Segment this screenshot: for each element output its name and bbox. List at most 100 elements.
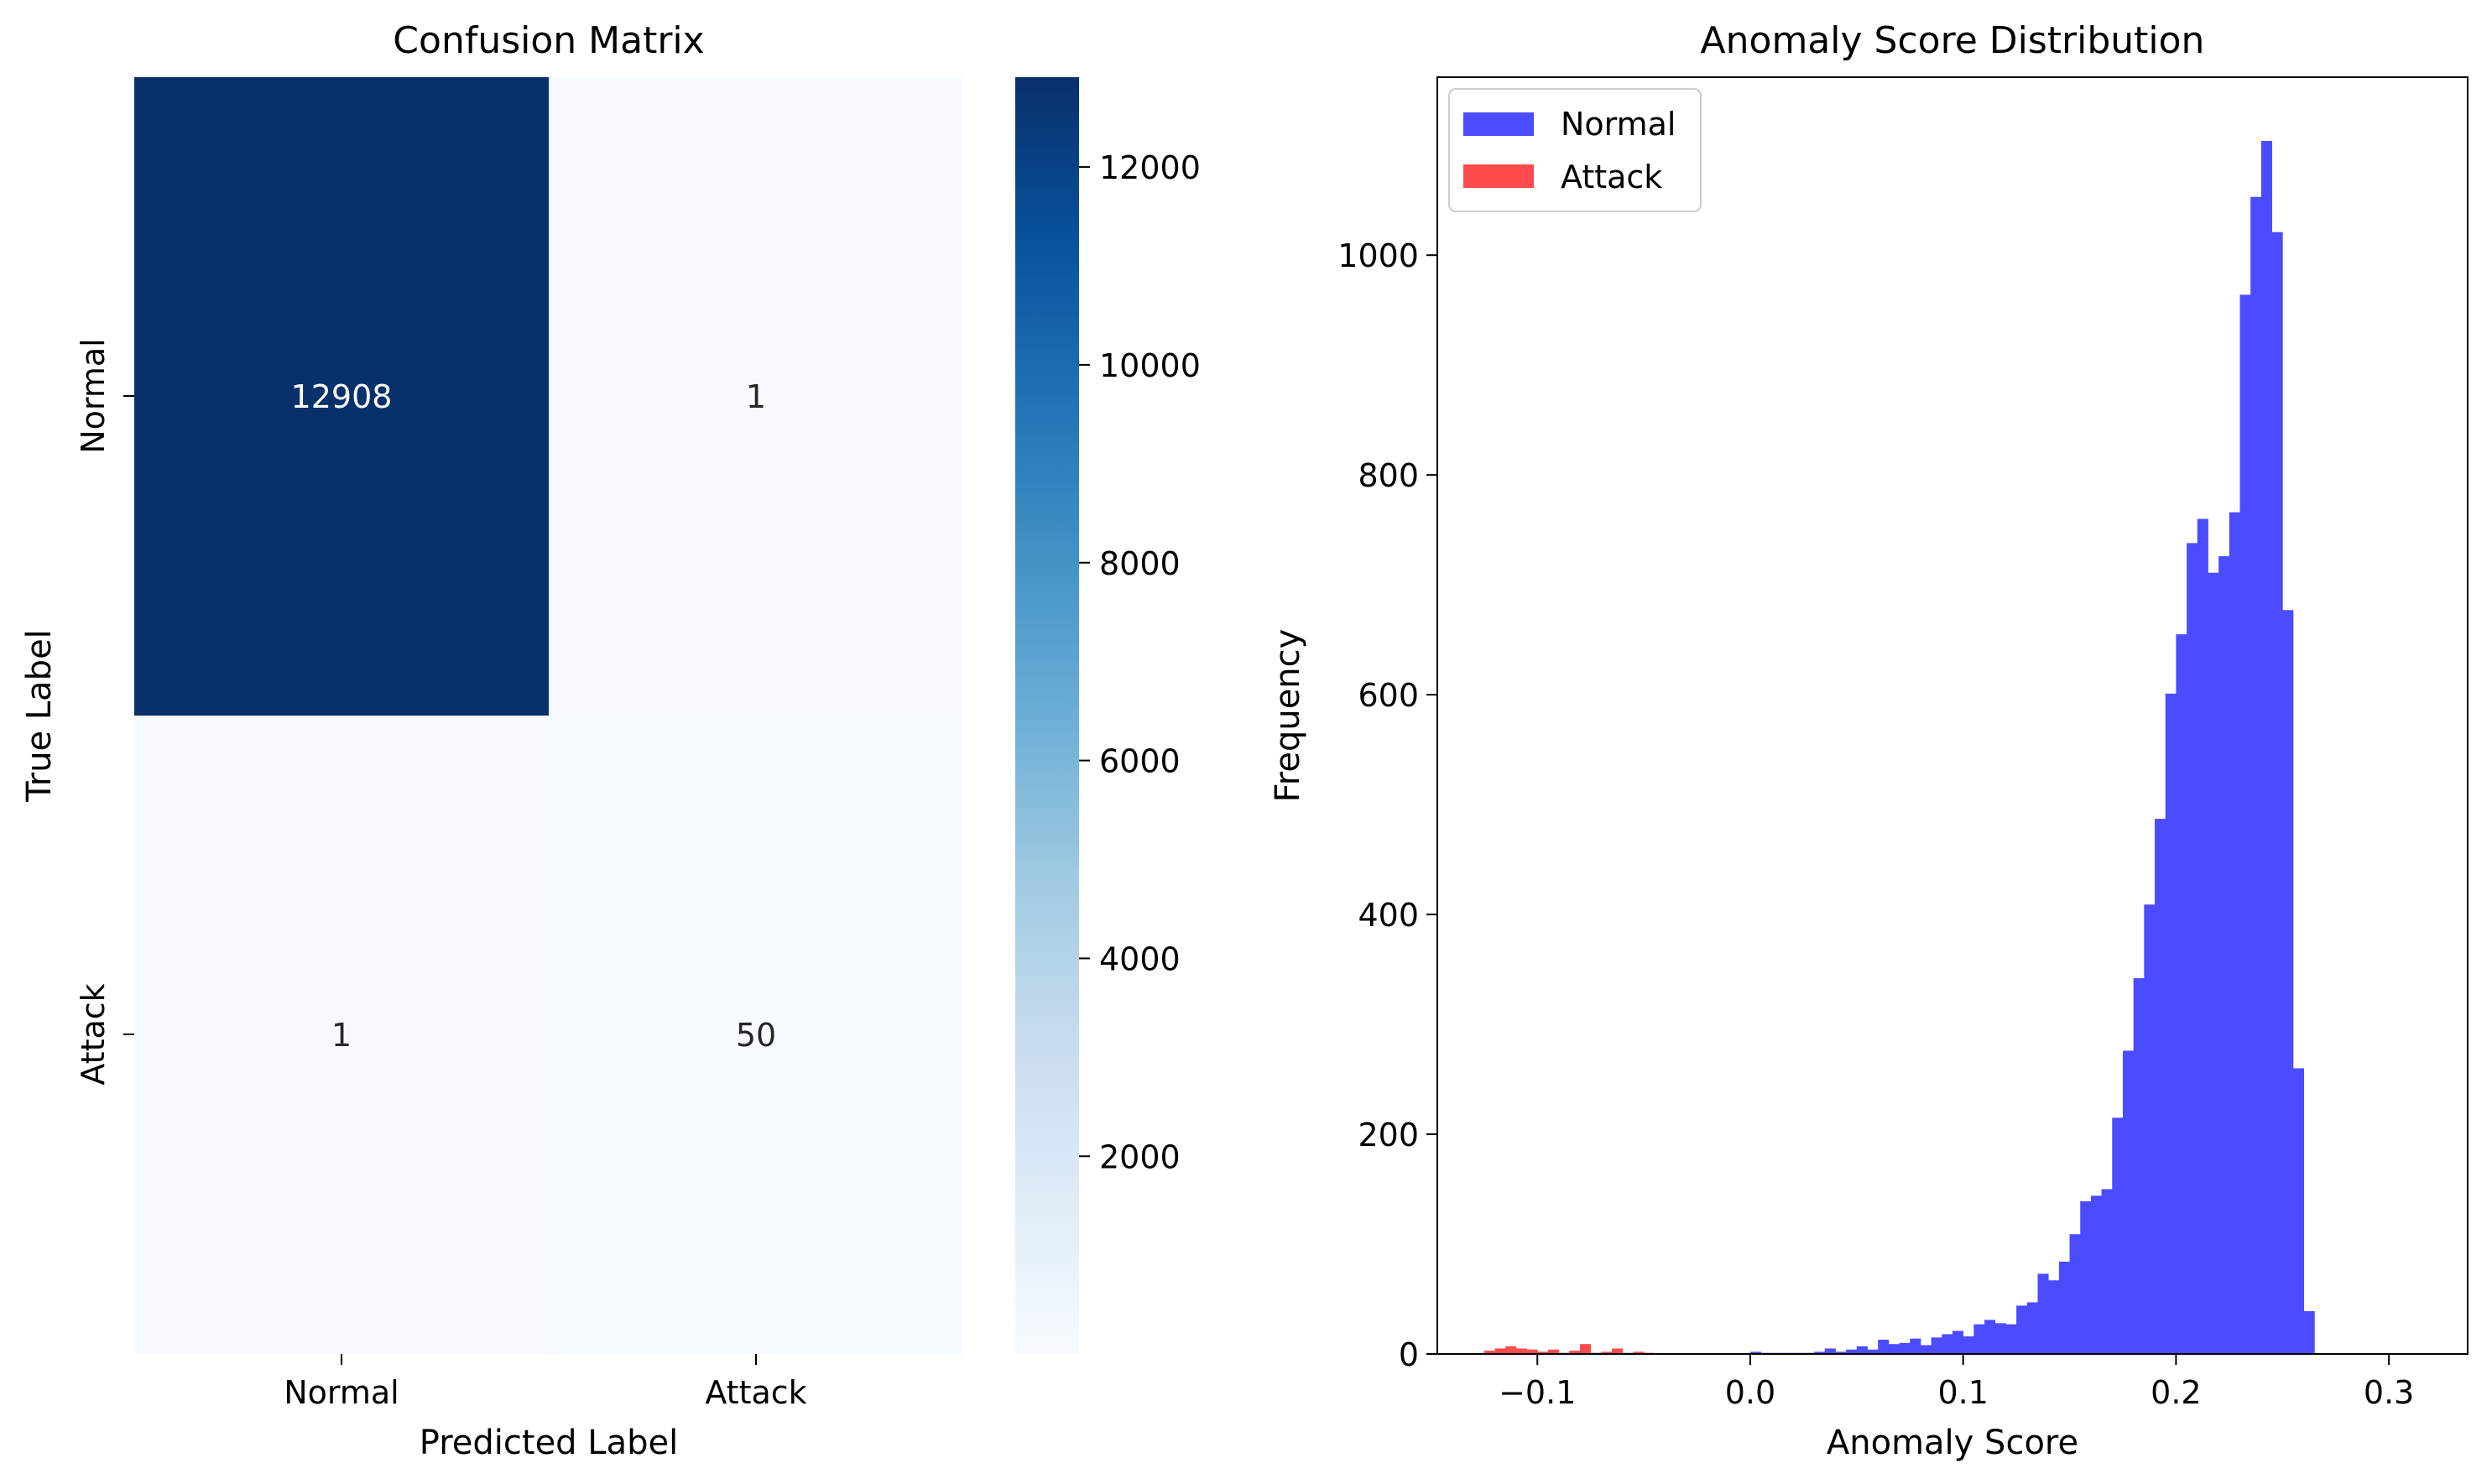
x-axis-label: Predicted Label [420,1424,678,1462]
histogram-bar-normal [1931,1337,1942,1354]
histogram-bar-normal [1984,1320,1996,1354]
y-tick-label: 0 [1399,1336,1419,1373]
x-tick-label-attack: Attack [705,1374,806,1411]
heatmap-cell-attack-normal [134,716,549,1354]
x-tick-label: 0.0 [1725,1374,1775,1411]
confusion-matrix-chart: Confusion Matrix 12908 1 1 50 Normal Att… [20,19,1201,1462]
histogram-bar-normal [2144,904,2156,1354]
histogram-bar-normal [2187,543,2198,1354]
histogram-bar-normal [2208,572,2219,1354]
histogram-bar-normal [2303,1310,2315,1354]
histogram-bar-normal [1749,1351,1762,1354]
histogram-bar-normal [2080,1200,2092,1354]
histogram-bar-normal [1942,1334,1953,1354]
x-tick-label: 0.3 [2364,1374,2414,1411]
colorbar [1015,77,1079,1354]
histogram-bar-normal [1888,1344,1900,1354]
histogram-bar-normal [1846,1349,1858,1354]
histogram-bar-normal [2271,232,2283,1354]
heatmap-value-label: 1 [746,378,766,415]
legend: Normal Attack [1448,88,1702,212]
legend-label-normal: Normal [1561,106,1676,143]
histogram-bar-normal [2090,1195,2103,1354]
histogram-bar-normal [2048,1280,2060,1354]
y-tick-label: 200 [1358,1117,1419,1153]
colorbar-tick-label: 2000 [1099,1138,1181,1175]
histogram-bar-normal [2197,518,2208,1354]
x-tick-label: 0.1 [1937,1374,1988,1411]
histogram-bar-normal [2026,1302,2038,1354]
histogram-bar-normal [1835,1351,1847,1354]
histogram-bar-normal [1814,1351,1826,1354]
y-tick-label: 400 [1358,897,1419,934]
histogram-bar-attack [1547,1349,1560,1354]
colorbar-tick-label: 6000 [1099,743,1181,780]
histogram-bar-normal [1952,1330,1964,1354]
histogram-bar-normal [1856,1346,1868,1354]
histogram-bar-normal [1899,1342,1911,1354]
histogram-bars-attack [1483,1344,1655,1354]
histogram-bar-normal [2239,294,2251,1354]
y-axis-label: True Label [20,629,59,803]
histogram-bar-attack [1633,1351,1645,1354]
plot-area-frame [1436,76,2469,1355]
histogram-bar-normal [2155,819,2166,1354]
histogram-bar-normal [1920,1345,1932,1354]
histogram-bar-attack [1515,1348,1527,1354]
y-tick-label: 800 [1358,457,1419,494]
histogram-bar-attack [1483,1351,1495,1354]
histogram-x-ticks: −0.1 0.0 0.1 0.2 0.3 [1499,1354,2414,1411]
legend-swatch-attack [1463,164,1534,188]
histogram-bar-attack [1601,1351,1613,1354]
histogram-bar-normal [2069,1234,2081,1354]
histogram-bar-normal [2101,1189,2113,1354]
colorbar-tick-label: 8000 [1099,545,1181,582]
heatmap-cell-normal-normal [134,77,549,716]
histogram-bar-normal [2058,1261,2070,1354]
histogram-bar-normal [2037,1273,2049,1354]
histogram-bar-normal [2218,556,2230,1354]
histogram-bar-attack [1579,1344,1592,1354]
heatmap-value-label: 12908 [291,378,393,415]
histogram-y-ticks: 0 200 400 600 800 1000 [1337,237,1437,1373]
histogram-bar-normal [2250,196,2262,1354]
histogram-bar-normal [1994,1323,2006,1354]
colorbar-tick-label: 12000 [1099,149,1201,186]
histogram-bar-normal [1963,1336,1974,1354]
histogram-bar-normal [1910,1338,1921,1354]
histogram-bar-normal [2016,1305,2028,1354]
histogram-bar-normal [2122,1050,2135,1354]
colorbar-tick-label: 10000 [1099,347,1201,384]
histogram-bar-normal [2282,610,2294,1354]
colorbar-tick-label: 4000 [1099,940,1181,977]
y-tick-label: 600 [1358,677,1419,714]
x-tick-label-normal: Normal [284,1374,399,1411]
y-tick-label-normal: Normal [75,338,112,454]
y-tick-label-attack: Attack [75,983,112,1085]
histogram-bar-normal [2176,634,2187,1354]
histogram-bar-attack [1537,1351,1549,1354]
y-tick-label: 1000 [1337,237,1419,274]
heatmap-cells [134,77,963,1354]
histogram-bar-normal [2165,693,2177,1354]
histogram-bar-normal [2005,1324,2017,1354]
histogram-bar-normal [2292,1068,2305,1354]
histogram-bar-normal [1824,1348,1836,1354]
legend-swatch-normal [1463,112,1534,136]
histogram-bar-normal [2112,1117,2124,1354]
y-axis-label: Frequency [1269,629,1307,803]
histogram-bar-normal [2260,140,2272,1355]
legend-label-attack: Attack [1561,159,1662,195]
x-axis-label: Anomaly Score [1827,1424,2078,1462]
histogram-title: Anomaly Score Distribution [1701,19,2205,62]
heatmap-cell-attack-attack [549,716,963,1354]
histogram-bar-normal [1973,1324,1985,1354]
histogram-bar-normal [1878,1339,1890,1354]
histogram-bar-attack [1569,1351,1581,1354]
x-tick-label: −0.1 [1499,1374,1576,1411]
x-tick-label: 0.2 [2151,1374,2201,1411]
colorbar-ticks: 2000 4000 6000 8000 10000 12000 [1079,149,1201,1175]
confusion-matrix-title: Confusion Matrix [393,19,704,62]
histogram-bar-attack [1526,1349,1538,1354]
